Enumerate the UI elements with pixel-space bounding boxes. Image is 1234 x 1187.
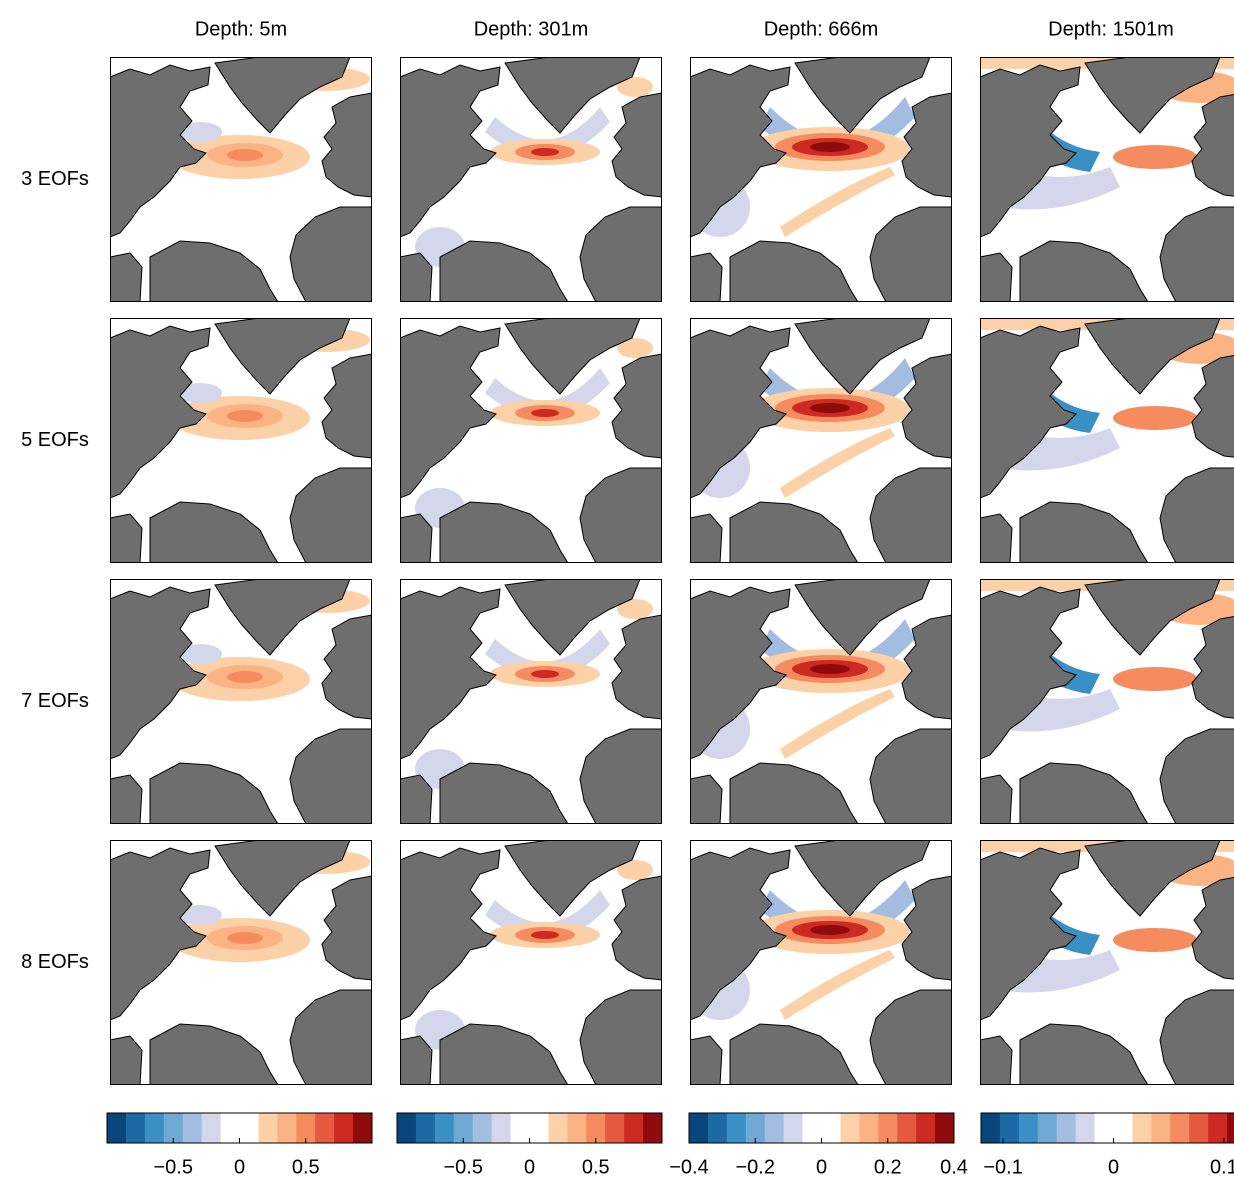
- colorbar-bin: [334, 1113, 353, 1143]
- colorbar-bin: [624, 1113, 643, 1143]
- page: Depth: 5m Depth: 301m Depth: 666m Depth: 15…: [0, 0, 1234, 1187]
- map-panel: [400, 318, 662, 563]
- colorbar-bin: [935, 1113, 954, 1143]
- colorbar-bin: [126, 1113, 145, 1143]
- map-panel: [980, 318, 1234, 563]
- map-panel: [400, 57, 662, 302]
- colorbar-bin: [765, 1113, 784, 1143]
- row-label: 7 EOFs: [21, 690, 89, 712]
- colorbar-bin: [916, 1113, 935, 1143]
- map-panel: [110, 57, 372, 302]
- figure: Depth: 5m Depth: 301m Depth: 666m Depth: 15…: [0, 0, 1234, 1187]
- colorbar-bin: [605, 1113, 624, 1143]
- colorbar-bin: [567, 1113, 586, 1143]
- colorbar-bin: [277, 1113, 296, 1143]
- colorbar-tick-label: 0.4: [940, 1156, 968, 1178]
- colorbar-bin: [473, 1113, 492, 1143]
- colorbar-tick-label: 0.2: [874, 1156, 902, 1178]
- colorbar-tick-label: 0: [234, 1156, 245, 1178]
- map-panel: [110, 318, 372, 563]
- colorbar-bin: [258, 1113, 277, 1143]
- colorbar-tick-label: 0.1: [1210, 1156, 1234, 1178]
- colorbar-bin: [1076, 1113, 1095, 1143]
- colorbar-bin: [1208, 1113, 1227, 1143]
- colorbar-tick-label: 0: [1108, 1156, 1119, 1178]
- colorbar-bin: [1189, 1113, 1208, 1143]
- column-title: Depth: 666m: [764, 18, 879, 40]
- colorbar-bin: [1057, 1113, 1076, 1143]
- colorbar-bin: [859, 1113, 878, 1143]
- colorbar-bin: [511, 1113, 530, 1143]
- colorbar-bin: [221, 1113, 240, 1143]
- colorbar-bin: [202, 1113, 221, 1143]
- colorbar-bin: [353, 1113, 372, 1143]
- colorbar-bin: [689, 1113, 708, 1143]
- colorbar-bin: [803, 1113, 822, 1143]
- colorbar-bin: [1151, 1113, 1170, 1143]
- map-panel: [400, 840, 662, 1085]
- map-panel: [690, 57, 952, 302]
- colorbar-bin: [183, 1113, 202, 1143]
- colorbar-bin: [240, 1113, 259, 1143]
- colorbar-bin: [435, 1113, 454, 1143]
- colorbar-tick-label: −0.5: [154, 1156, 193, 1178]
- colorbar-bin: [397, 1113, 416, 1143]
- map-panel: [980, 57, 1234, 302]
- column-title: Depth: 301m: [474, 18, 589, 40]
- colorbar-bin: [822, 1113, 841, 1143]
- colorbar-bin: [1227, 1113, 1234, 1143]
- column-title: Depth: 1501m: [1048, 18, 1174, 40]
- colorbar-bin: [107, 1113, 126, 1143]
- colorbar-tick-label: −0.5: [444, 1156, 483, 1178]
- colorbar-bin: [548, 1113, 567, 1143]
- colorbar-tick-label: 0.5: [582, 1156, 610, 1178]
- colorbar-bin: [416, 1113, 435, 1143]
- map-panel: [110, 579, 372, 824]
- map-panel: [110, 840, 372, 1085]
- colorbar-tick-label: −0.1: [983, 1156, 1022, 1178]
- colorbar-tick-label: 0.5: [292, 1156, 320, 1178]
- colorbar-bin: [727, 1113, 746, 1143]
- map-panel: [690, 840, 952, 1085]
- colorbar-bin: [1019, 1113, 1038, 1143]
- colorbar-tick-label: 0: [816, 1156, 827, 1178]
- colorbar-tick-label: −0.2: [736, 1156, 775, 1178]
- map-panel: [980, 579, 1234, 824]
- colorbar-bin: [784, 1113, 803, 1143]
- colorbar-bin: [1095, 1113, 1114, 1143]
- colorbar-bin: [1132, 1113, 1151, 1143]
- colorbar-bin: [315, 1113, 334, 1143]
- colorbar-bin: [981, 1113, 1000, 1143]
- colorbar-bin: [492, 1113, 511, 1143]
- row-label: 3 EOFs: [21, 168, 89, 190]
- colorbar-bin: [530, 1113, 549, 1143]
- row-label: 5 EOFs: [21, 429, 89, 451]
- colorbar-bin: [1038, 1113, 1057, 1143]
- colorbar-bin: [145, 1113, 164, 1143]
- map-panel: [690, 318, 952, 563]
- colorbar-bin: [643, 1113, 662, 1143]
- row-label: 8 EOFs: [21, 951, 89, 973]
- colorbar-bin: [897, 1113, 916, 1143]
- colorbar-bin: [840, 1113, 859, 1143]
- colorbar-bin: [1114, 1113, 1133, 1143]
- colorbar-bin: [1170, 1113, 1189, 1143]
- map-panel: [400, 579, 662, 824]
- map-panel: [690, 579, 952, 824]
- colorbar-tick-label: −0.4: [669, 1156, 708, 1178]
- map-panel: [980, 840, 1234, 1085]
- column-title: Depth: 5m: [195, 18, 287, 40]
- colorbar-bin: [708, 1113, 727, 1143]
- colorbar-tick-label: 0: [524, 1156, 535, 1178]
